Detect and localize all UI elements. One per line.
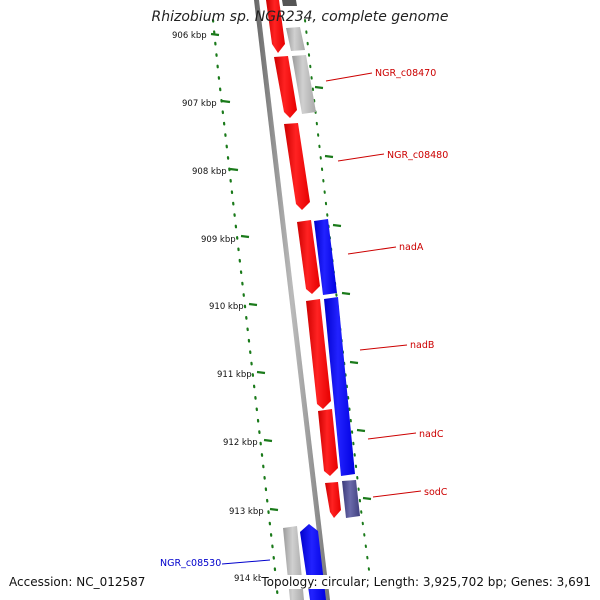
gene-arrow-red[interactable] (284, 123, 310, 210)
gene-label-NGR_c08480[interactable]: NGR_c08480 (387, 150, 448, 161)
tick-mark-912 (263, 438, 273, 443)
tick-mark-913 (269, 507, 279, 512)
outer-tick (349, 360, 359, 365)
tick-label: 912 kbp (223, 438, 258, 448)
tick-label: 909 kbp (201, 235, 236, 245)
leader-sodC (372, 490, 422, 498)
gene-block-dark-gray[interactable] (282, 0, 297, 6)
tick-label: 908 kbp (192, 167, 227, 177)
tick-label: 911 kbp (217, 370, 252, 380)
gene-arrow-red[interactable] (274, 56, 297, 118)
leader-NGR_c08530 (221, 559, 271, 565)
tick-label: 906 kbp (172, 31, 207, 41)
gene-label-NGR_c08470[interactable]: NGR_c08470 (375, 68, 436, 79)
gene-label-NGR_c08530[interactable]: NGR_c08530 (160, 558, 221, 569)
genome-backbone (254, 0, 330, 600)
gene-arrow-red-nadC[interactable] (318, 409, 338, 476)
kbp-ruler-dotted-line (211, 18, 280, 600)
tick-mark-909 (240, 234, 250, 239)
leader-nadA (347, 246, 397, 255)
tick-mark-906 (210, 32, 220, 37)
outer-tick (341, 291, 351, 296)
gene-arrow-blue-nadA[interactable] (314, 219, 337, 295)
tick-labels: 906 kbp 907 kbp 908 kbp 909 kbp 910 kbp … (172, 31, 269, 584)
gene-arrow-red[interactable] (266, 0, 285, 53)
gene-label-nadA[interactable]: nadA (399, 242, 424, 253)
topology-info: Topology: circular; Length: 3,925,702 bp… (261, 575, 591, 589)
outer-tick (356, 428, 366, 433)
gene-block-gray[interactable] (286, 27, 305, 51)
leader-NGR_c08470 (325, 72, 373, 82)
gene-arrow-red-nadB[interactable] (306, 299, 331, 409)
tick-mark-907 (221, 99, 231, 104)
tick-label: 907 kbp (182, 99, 217, 109)
tick-mark-910 (248, 302, 258, 307)
label-leaders (221, 72, 422, 565)
outer-tick (332, 223, 342, 228)
gene-arrow-blue-nadB[interactable] (324, 297, 355, 476)
genome-title: Rhizobium sp. NGR234, complete genome (151, 9, 449, 25)
outer-tick (314, 85, 324, 90)
gene-arrow-red-nadA[interactable] (297, 220, 320, 294)
gene-arrow-red-sodC[interactable] (325, 482, 341, 518)
tick-mark-908 (229, 167, 239, 172)
tick-label: 914 kbp (234, 574, 269, 584)
leader-nadC (367, 432, 417, 440)
tick-label: 910 kbp (209, 302, 244, 312)
tick-label: 913 kbp (229, 507, 264, 517)
gene-block-gray-NGR_c08470[interactable] (292, 55, 316, 114)
gene-label-sodC[interactable]: sodC (424, 487, 448, 498)
accession-info: Accession: NC_012587 (9, 575, 146, 589)
gene-label-nadC[interactable]: nadC (419, 429, 444, 440)
gene-block-dark-sodC[interactable] (342, 480, 360, 518)
gene-labels: NGR_c08470 NGR_c08480 nadA nadB nadC sod… (160, 68, 448, 569)
tick-mark-911 (256, 370, 266, 375)
leader-nadB (359, 344, 408, 351)
outer-tick (324, 154, 334, 159)
outer-tick (362, 496, 372, 501)
inner-gene-track (266, 0, 341, 600)
outer-dotted-track (304, 19, 370, 571)
leader-NGR_c08480 (337, 153, 385, 162)
gene-label-nadB[interactable]: nadB (410, 340, 434, 351)
